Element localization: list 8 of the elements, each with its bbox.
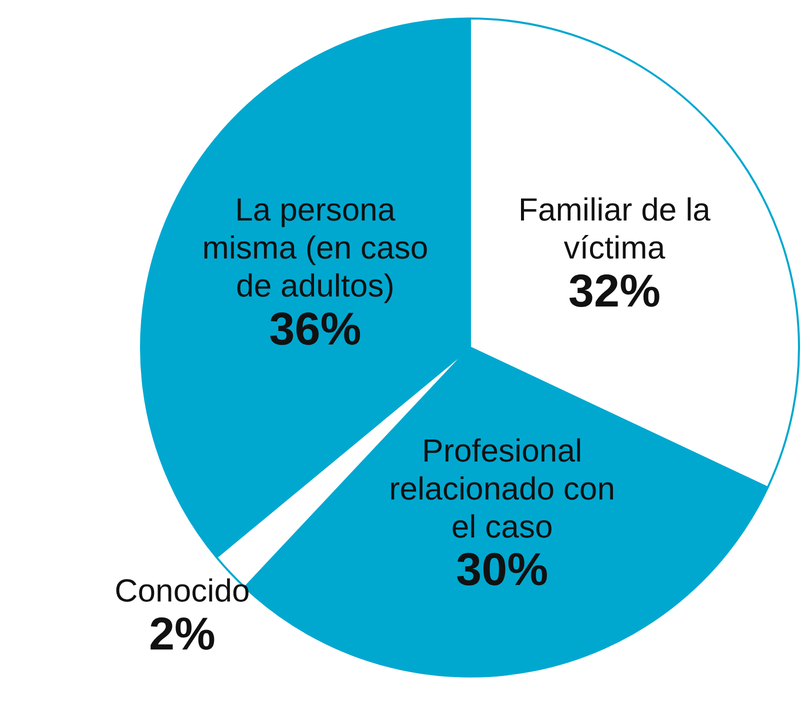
data-label: 2%	[148, 607, 216, 660]
slice-label: Familiar de la víctima	[518, 192, 711, 266]
data-label: 36%	[269, 302, 362, 354]
slice-label: Conocido	[114, 572, 250, 609]
data-label: 30%	[456, 543, 548, 596]
slice-label: La persona misma (en caso de adultos)	[202, 191, 428, 304]
slice-label: Profesional relacionado con el caso	[389, 432, 616, 544]
data-label: 32%	[568, 264, 660, 317]
